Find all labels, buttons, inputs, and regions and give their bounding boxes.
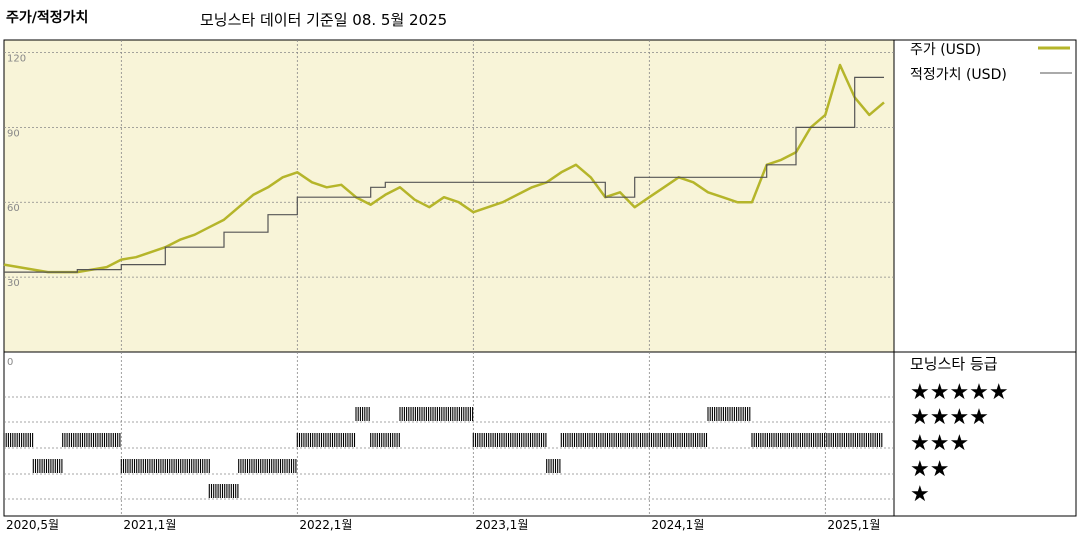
x-tick-label: 2023,1월 bbox=[475, 518, 528, 532]
legend-star-levels: ★★★★★★★★★★★★★★★ bbox=[910, 380, 1009, 507]
chart-title: 주가/적정가치 bbox=[6, 9, 88, 26]
x-tick-label: 2021,1월 bbox=[123, 518, 176, 532]
x-axis-tick-labels: 2020,5월 2021,1월 2022,1월 2023,1월 2024,1월 2025,… bbox=[6, 518, 880, 532]
rating-period-bar bbox=[62, 433, 121, 447]
rating-period-bar bbox=[355, 407, 370, 421]
x-tick-label: 2025,1월 bbox=[827, 518, 880, 532]
rating-period-bar bbox=[751, 433, 883, 447]
legend-price-label: 주가 (USD) bbox=[910, 42, 981, 58]
price-plot-area bbox=[3, 39, 895, 353]
legend-rating-label: 모닝스타 등급 bbox=[910, 355, 998, 373]
y-tick-label: 120 bbox=[7, 53, 26, 64]
y-tick-label: 0 bbox=[7, 357, 13, 368]
y-tick-label: 90 bbox=[7, 128, 20, 139]
y-tick-label: 60 bbox=[7, 203, 20, 214]
y-axis-tick-labels: 120 90 60 30 0 bbox=[7, 53, 26, 368]
chart-subtitle: 모닝스타 데이터 기준일 08. 5월 2025 bbox=[200, 11, 447, 29]
x-tick-label: 2022,1월 bbox=[299, 518, 352, 532]
x-tick-label: 2020,5월 bbox=[6, 518, 59, 532]
y-tick-label: 30 bbox=[7, 278, 20, 289]
legend-star-level: ★★★ bbox=[910, 431, 969, 456]
legend: 주가 (USD) 적정가치 (USD) 모닝스타 등급 ★★★★★★★★★★★★… bbox=[910, 42, 1072, 507]
rating-period-bar bbox=[32, 459, 63, 473]
rating-period-bar bbox=[3, 433, 34, 447]
rating-period-bar bbox=[399, 407, 474, 421]
rating-plot-area bbox=[3, 351, 895, 517]
series-lines bbox=[3, 63, 885, 274]
legend-panel bbox=[893, 39, 1077, 517]
rating-history-bars bbox=[3, 407, 883, 498]
legend-star-level: ★ bbox=[910, 482, 930, 507]
rating-period-bar bbox=[707, 407, 751, 421]
fair-value-line bbox=[4, 76, 884, 273]
legend-star-level: ★★★★★ bbox=[910, 380, 1009, 405]
legend-star-level: ★★ bbox=[910, 457, 949, 482]
legend-fair-value-label: 적정가치 (USD) bbox=[910, 67, 1007, 83]
rating-period-bar bbox=[120, 459, 210, 473]
rating-period-bar bbox=[296, 433, 356, 447]
rating-period-bar bbox=[370, 433, 400, 447]
rating-period-bar bbox=[208, 484, 239, 498]
x-tick-label: 2024,1월 bbox=[651, 518, 704, 532]
legend-star-level: ★★★★ bbox=[910, 405, 989, 430]
rating-period-bar bbox=[472, 433, 547, 447]
price-line bbox=[3, 63, 885, 274]
rating-period-bar bbox=[546, 459, 561, 473]
rating-period-bar bbox=[560, 433, 708, 447]
rating-period-bar bbox=[238, 459, 297, 473]
